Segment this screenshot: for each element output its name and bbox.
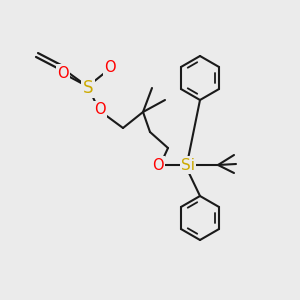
Text: S: S [83, 79, 93, 97]
Text: O: O [57, 65, 69, 80]
Text: O: O [94, 103, 106, 118]
Text: O: O [104, 59, 116, 74]
Text: O: O [152, 158, 164, 172]
Text: Si: Si [181, 158, 195, 172]
